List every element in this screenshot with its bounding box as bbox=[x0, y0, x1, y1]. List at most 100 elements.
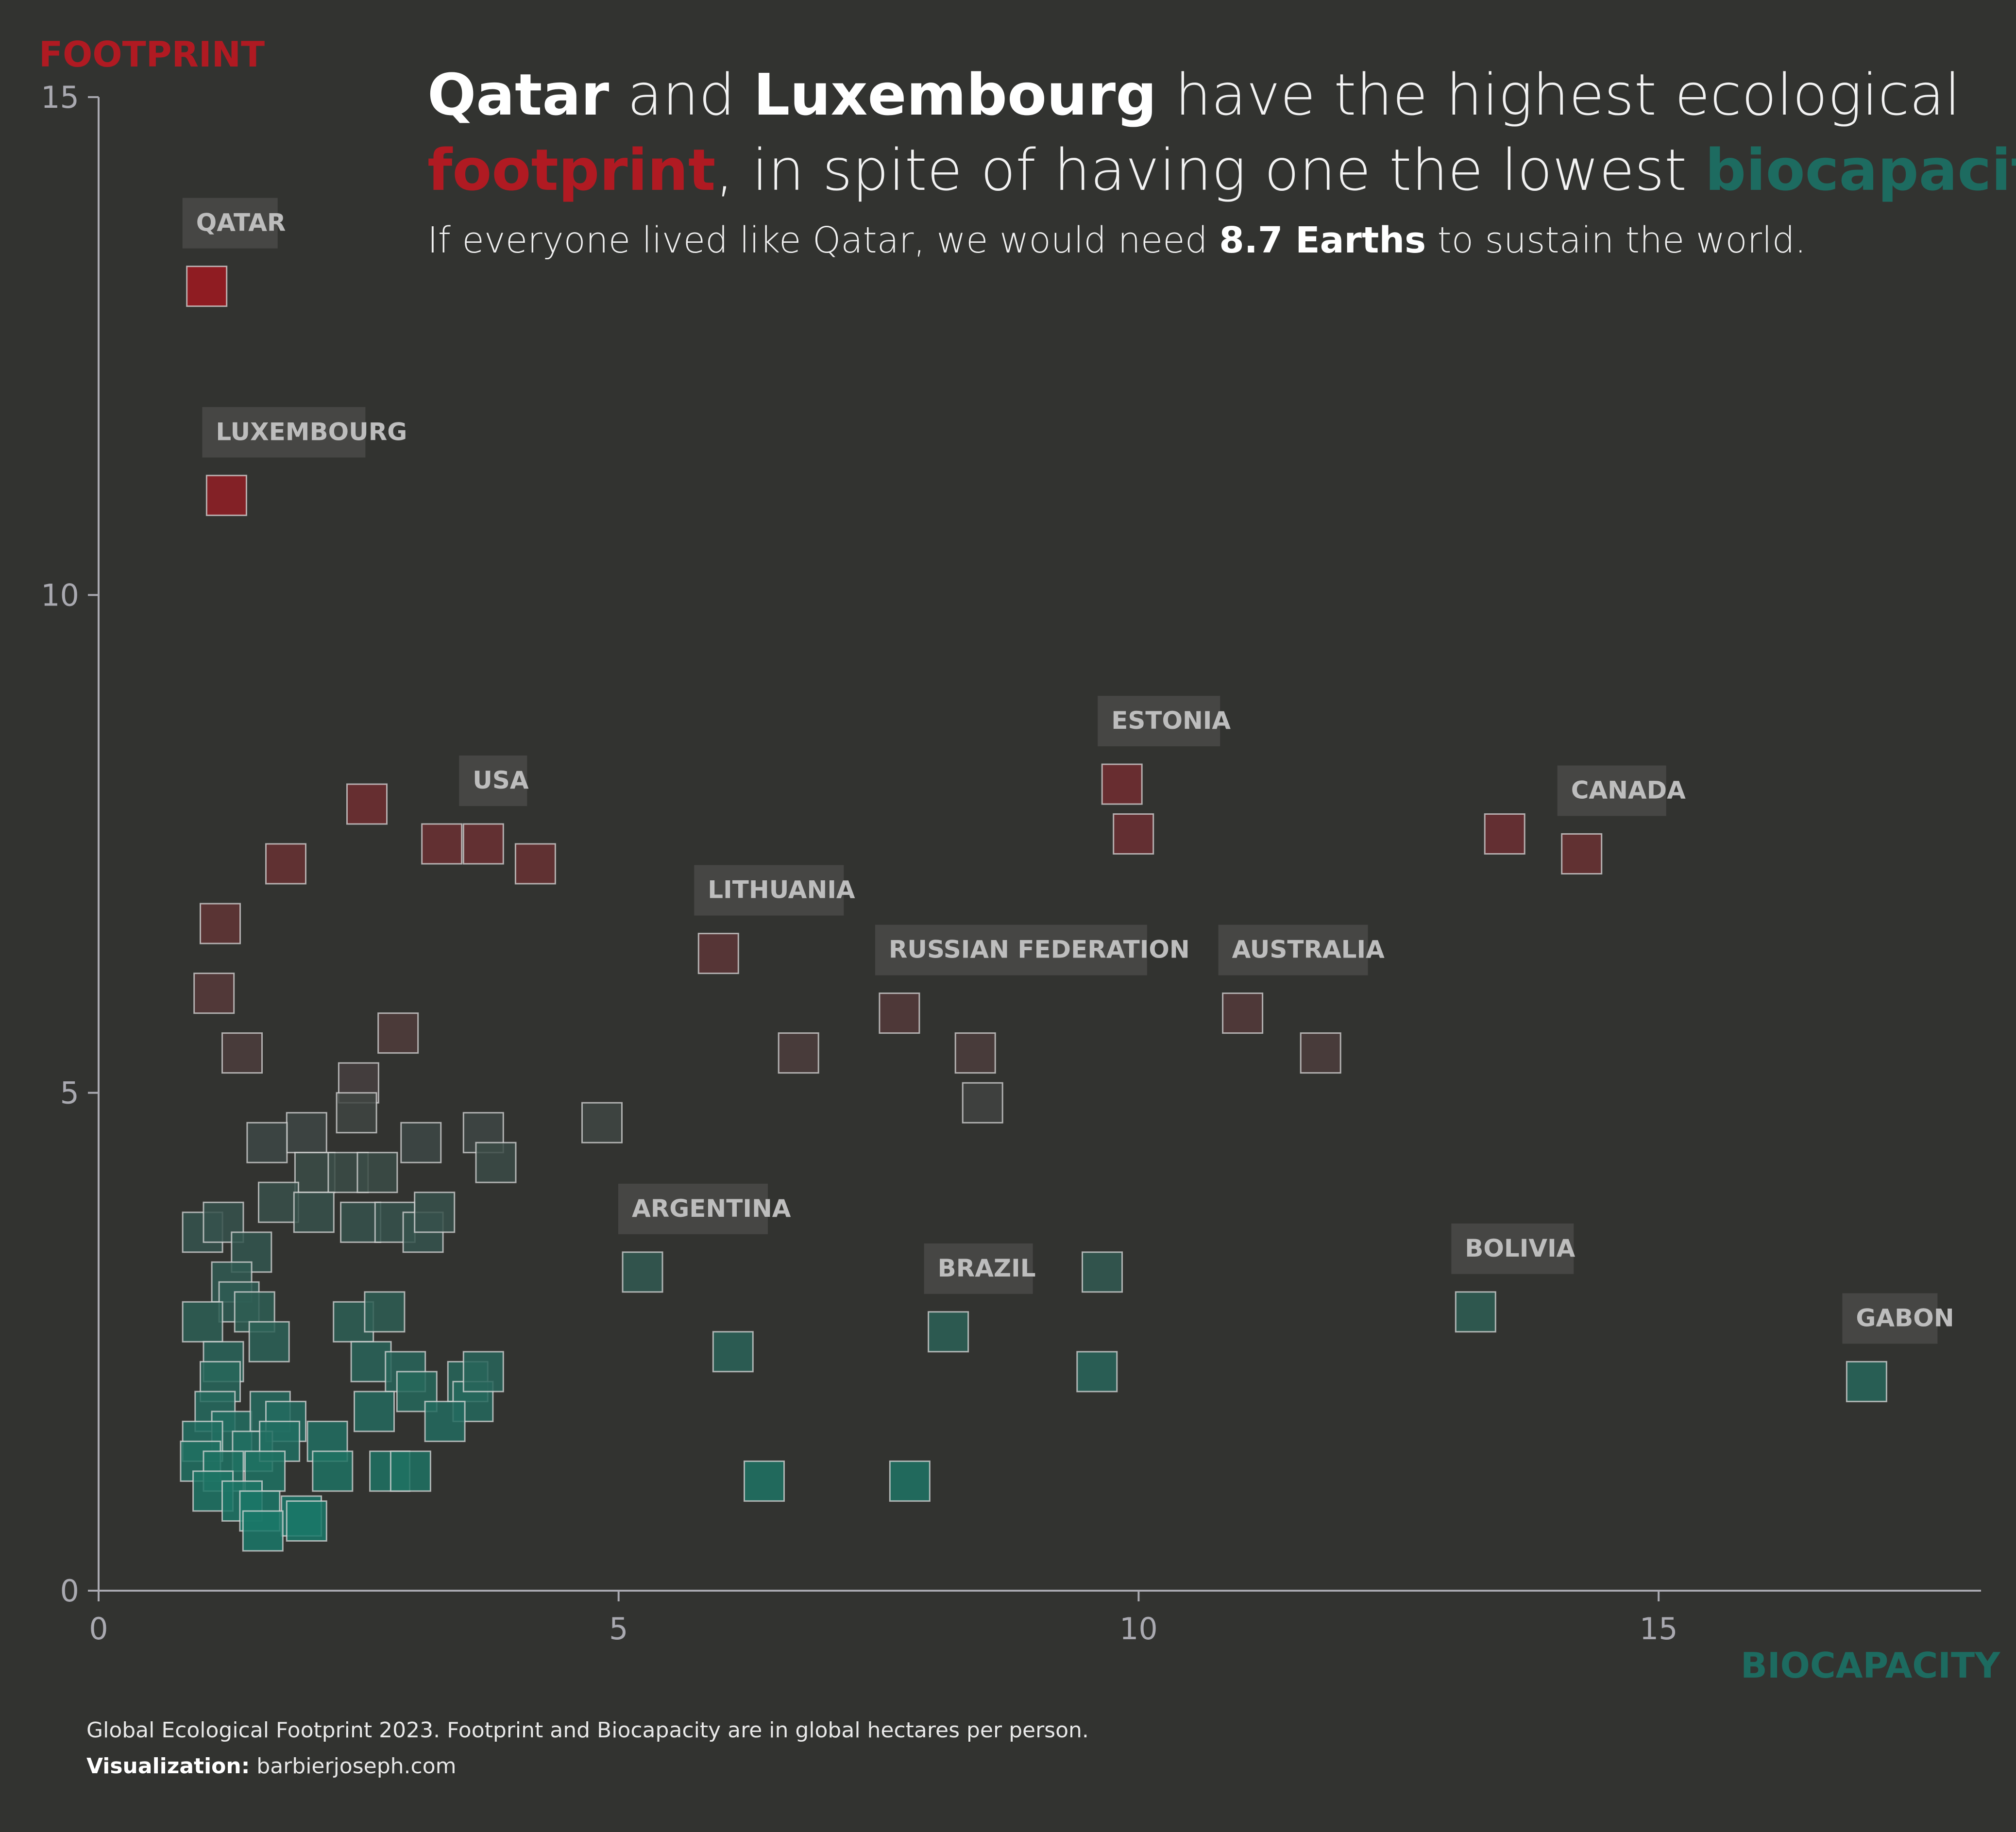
y-tick-label: 10 bbox=[41, 577, 79, 613]
x-axis-title: BIOCAPACITY bbox=[1741, 1645, 2000, 1686]
y-tick-label: 0 bbox=[60, 1573, 79, 1609]
title-line-1: Qatar and Luxembourg have the highest ec… bbox=[427, 57, 2016, 133]
data-point bbox=[879, 992, 920, 1034]
data-point bbox=[242, 1510, 284, 1552]
data-point bbox=[286, 1112, 327, 1154]
data-point bbox=[293, 1192, 335, 1233]
caption-source: Global Ecological Footprint 2023. Footpr… bbox=[86, 1718, 1089, 1743]
data-point bbox=[1113, 813, 1154, 855]
data-point bbox=[221, 1032, 263, 1074]
data-point bbox=[186, 266, 228, 307]
data-point bbox=[622, 1251, 663, 1293]
y-tick-label: 5 bbox=[60, 1076, 79, 1111]
title-footprint: footprint bbox=[427, 136, 716, 203]
point-label: LUXEMBOURG bbox=[216, 418, 407, 446]
title-qatar: Qatar bbox=[427, 61, 610, 128]
data-point bbox=[286, 1500, 327, 1542]
data-point bbox=[205, 474, 247, 516]
point-label: RUSSIAN FEDERATION bbox=[889, 936, 1190, 964]
data-point bbox=[1300, 1032, 1341, 1074]
data-point bbox=[462, 823, 504, 865]
data-point bbox=[1455, 1291, 1496, 1333]
point-label: BRAZIL bbox=[938, 1254, 1036, 1282]
data-point bbox=[248, 1321, 290, 1362]
data-point bbox=[475, 1142, 517, 1183]
label-box bbox=[202, 407, 366, 458]
data-point bbox=[1082, 1251, 1123, 1293]
point-label: GABON bbox=[1856, 1304, 1954, 1332]
point-label: QATAR bbox=[196, 209, 286, 237]
point-label: BOLIVIA bbox=[1465, 1234, 1575, 1262]
data-point bbox=[1484, 813, 1525, 855]
data-point bbox=[377, 1012, 419, 1054]
label-box bbox=[459, 756, 527, 806]
data-point bbox=[928, 1311, 969, 1353]
data-point bbox=[697, 933, 739, 975]
data-point bbox=[1846, 1361, 1887, 1402]
data-point bbox=[1561, 833, 1603, 874]
data-point bbox=[346, 783, 388, 825]
point-label: LITHUANIA bbox=[708, 876, 855, 904]
data-point bbox=[390, 1450, 431, 1492]
point-label: CANADA bbox=[1571, 776, 1686, 805]
data-point bbox=[462, 1351, 504, 1393]
point-label: AUSTRALIA bbox=[1232, 936, 1385, 964]
label-box bbox=[1842, 1293, 1938, 1344]
points-layer bbox=[180, 266, 1887, 1552]
data-point bbox=[265, 843, 306, 885]
data-point bbox=[340, 1201, 382, 1243]
data-point bbox=[424, 1400, 466, 1442]
data-point bbox=[336, 1092, 377, 1134]
data-point bbox=[421, 823, 463, 865]
label-box bbox=[618, 1183, 768, 1234]
data-point bbox=[514, 843, 556, 885]
title-middle: , in spite of having one the lowest bbox=[715, 136, 1705, 203]
title-and: and bbox=[609, 61, 754, 128]
data-point bbox=[414, 1192, 456, 1233]
data-point bbox=[1222, 992, 1264, 1034]
title-luxembourg: Luxembourg bbox=[753, 61, 1157, 128]
data-point bbox=[193, 973, 235, 1014]
x-tick-label: 15 bbox=[1640, 1611, 1678, 1647]
label-box bbox=[182, 198, 278, 249]
caption-credit-site: barbierjoseph.com bbox=[250, 1754, 457, 1779]
data-point bbox=[954, 1032, 996, 1074]
chart-title: Qatar and Luxembourg have the highest ec… bbox=[427, 57, 2016, 208]
y-tick-label: 15 bbox=[41, 80, 79, 115]
labels-layer: QATAR LUXEMBOURG USA LITHUANIA ESTONIA CANADA… bbox=[182, 198, 1954, 1344]
label-box bbox=[1451, 1223, 1574, 1274]
data-point bbox=[400, 1122, 442, 1163]
title-biocapacity: biocapacity bbox=[1705, 136, 2016, 203]
title-line-2: footprint, in spite of having one the lo… bbox=[427, 133, 2016, 208]
point-label: ARGENTINA bbox=[632, 1194, 791, 1223]
subtitle-earths: 8.7 Earths bbox=[1219, 219, 1426, 261]
data-point bbox=[1076, 1351, 1118, 1393]
x-tick-label: 0 bbox=[89, 1611, 108, 1647]
data-point bbox=[1101, 763, 1143, 805]
data-point bbox=[778, 1032, 819, 1074]
x-tick-label: 5 bbox=[609, 1611, 628, 1647]
axes-layer: 0 5 10 15 0 5 10 15 bbox=[41, 80, 1981, 1647]
label-box bbox=[875, 924, 1147, 975]
x-tick-label: 10 bbox=[1119, 1611, 1158, 1647]
label-box bbox=[1098, 696, 1220, 746]
data-point bbox=[312, 1450, 354, 1492]
data-point bbox=[581, 1102, 623, 1143]
caption-credit-label: Visualization: bbox=[86, 1754, 250, 1779]
data-point bbox=[356, 1152, 398, 1193]
data-point bbox=[364, 1291, 406, 1333]
data-point bbox=[182, 1301, 223, 1343]
data-point bbox=[962, 1082, 1003, 1124]
data-point bbox=[712, 1331, 754, 1373]
data-point bbox=[246, 1122, 288, 1163]
label-box bbox=[1218, 924, 1368, 975]
subtitle-end: to sustain the world. bbox=[1426, 219, 1807, 261]
label-box bbox=[1557, 765, 1666, 816]
caption-credit: Visualization: barbierjoseph.com bbox=[86, 1754, 457, 1779]
data-point bbox=[889, 1460, 931, 1502]
label-box bbox=[924, 1243, 1033, 1294]
title-rest: have the highest ecological bbox=[1156, 61, 1961, 128]
data-point bbox=[258, 1181, 299, 1223]
data-point bbox=[354, 1391, 395, 1432]
point-label: ESTONIA bbox=[1111, 706, 1231, 735]
